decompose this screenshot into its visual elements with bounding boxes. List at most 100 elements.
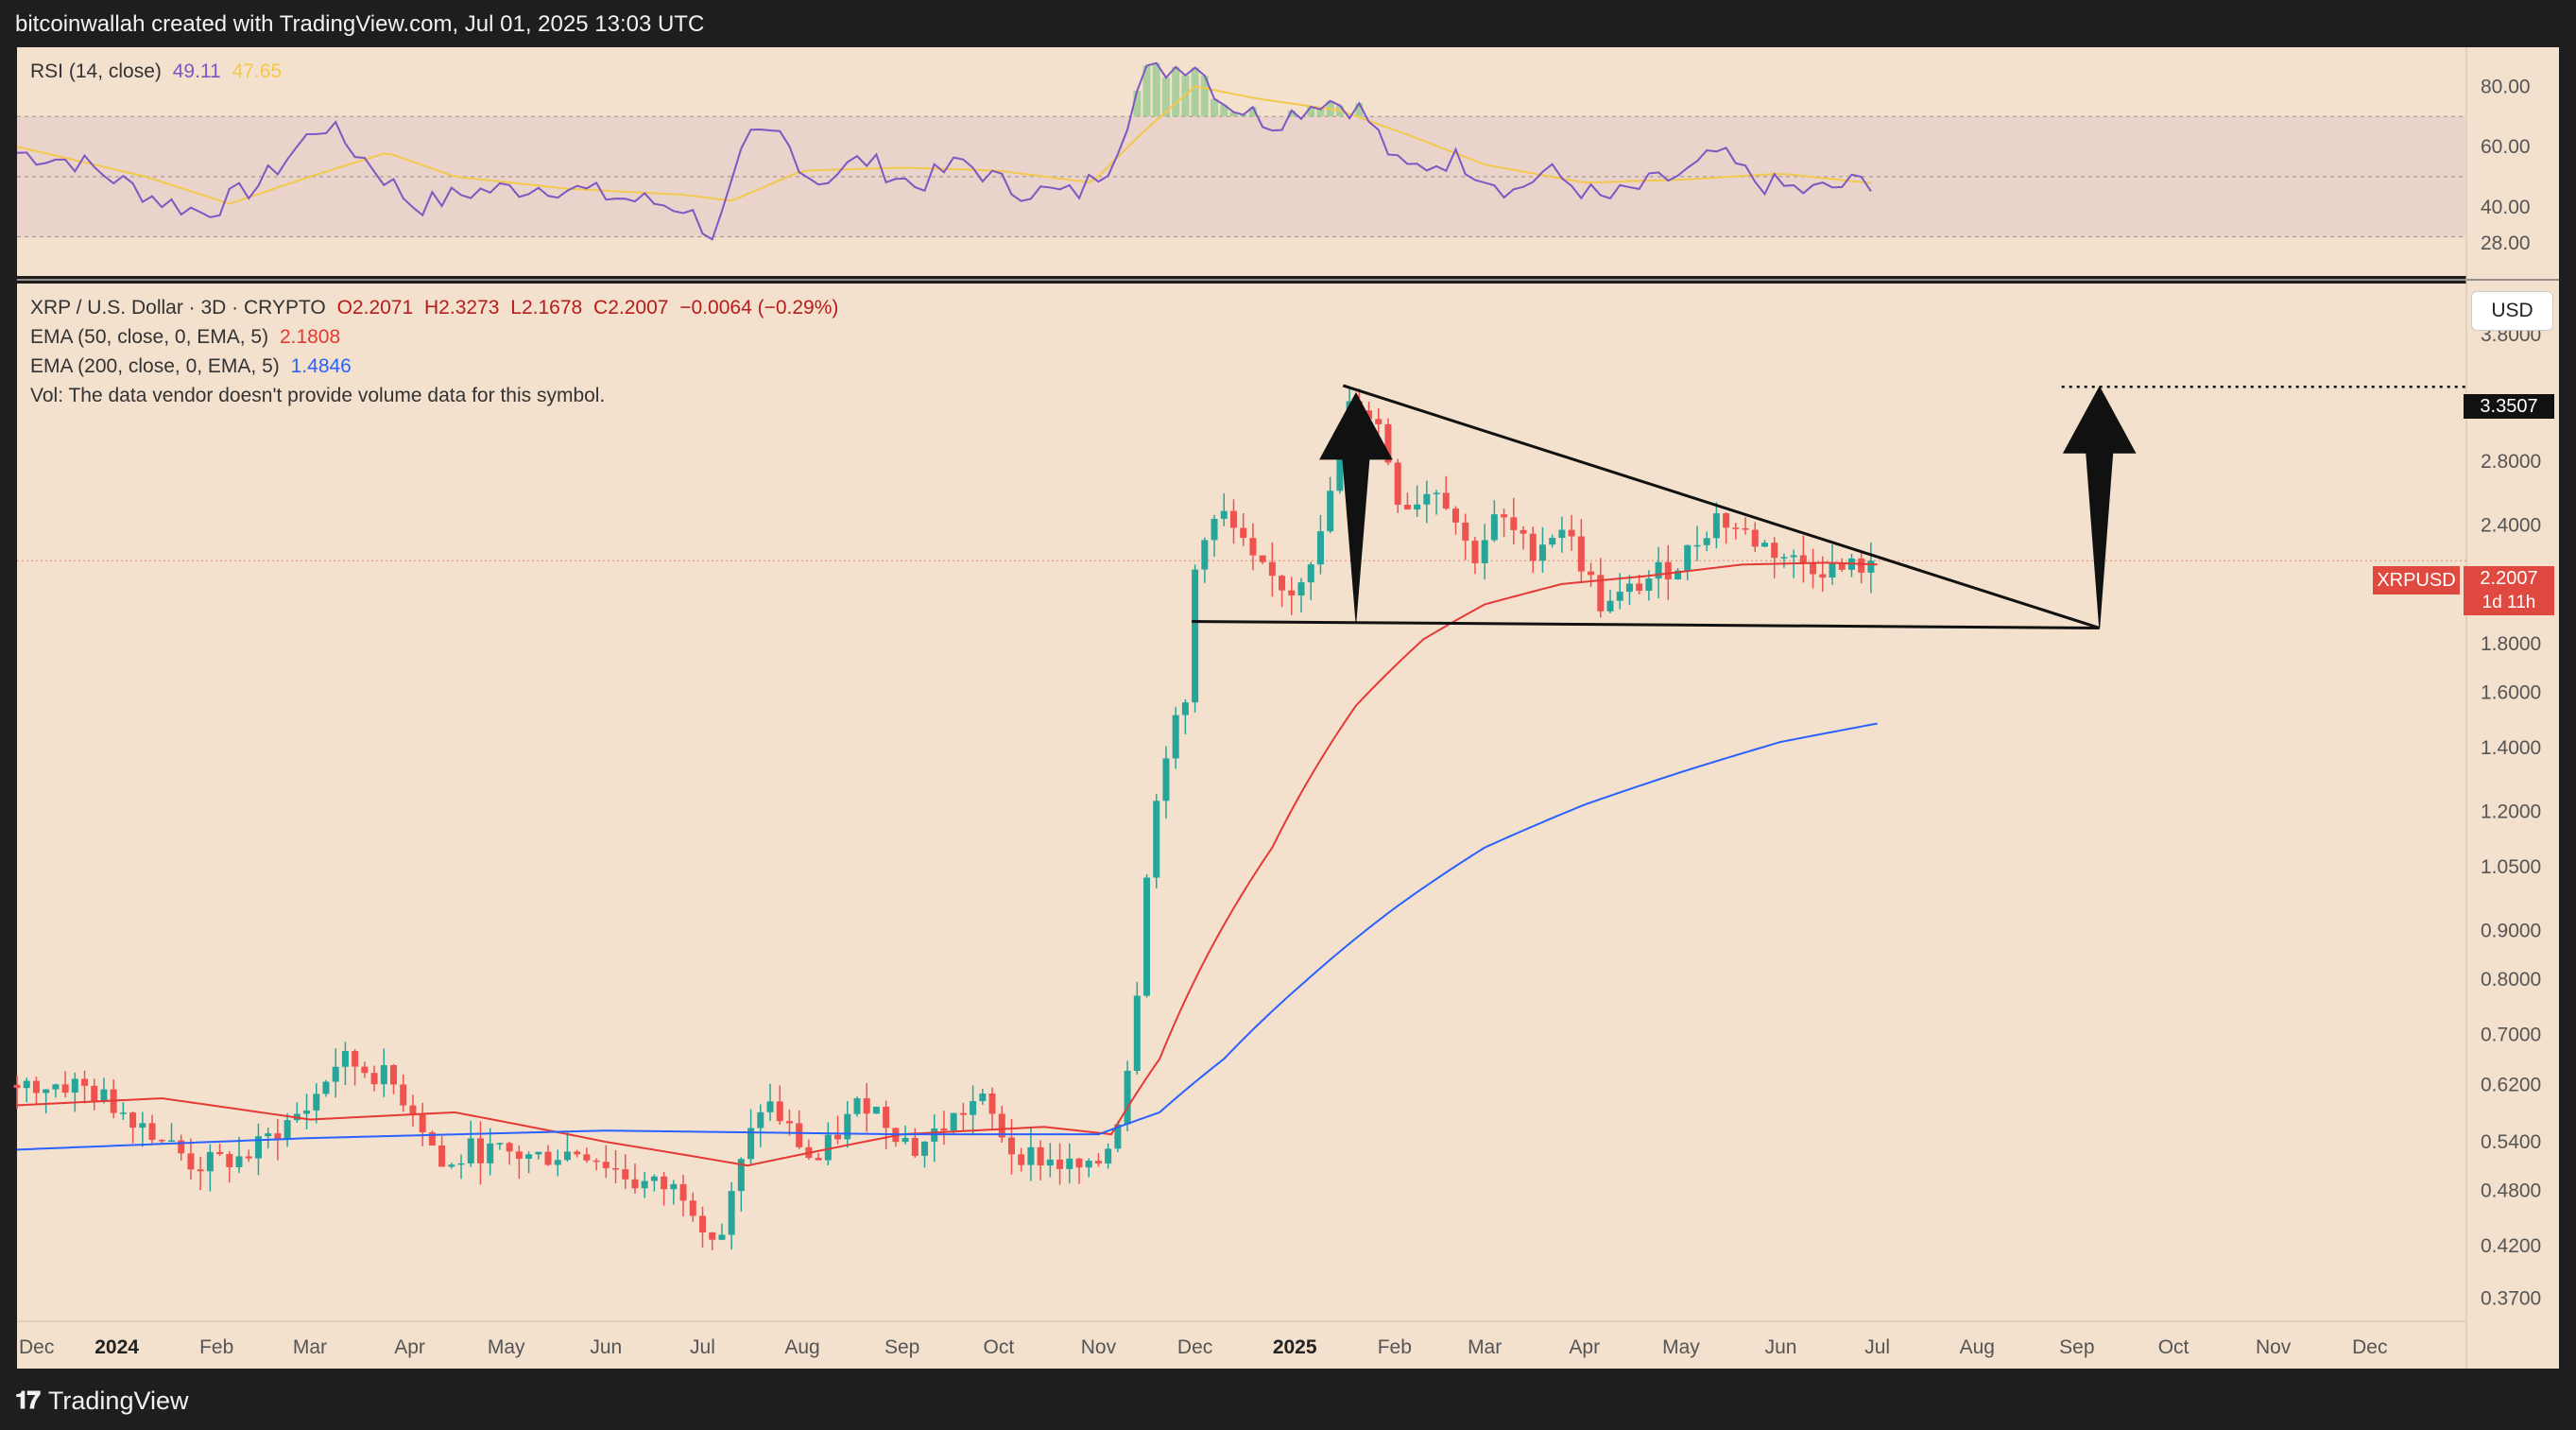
candle-body: [1490, 514, 1498, 541]
candle-body: [1201, 540, 1209, 570]
time-tick-label: Dec: [1177, 1336, 1212, 1358]
candle-body: [583, 1154, 591, 1161]
candle-body: [61, 1084, 69, 1094]
ema50-label: EMA (50, close, 0, EMA, 5): [30, 326, 269, 348]
candle-body: [81, 1078, 89, 1086]
candle-body: [1143, 877, 1151, 996]
candle-body: [1018, 1154, 1025, 1165]
candle-body: [911, 1137, 919, 1156]
candle-body: [71, 1078, 78, 1094]
candle-body: [187, 1153, 195, 1170]
candle-body: [747, 1128, 755, 1160]
candle-body: [535, 1151, 542, 1155]
candle-body: [1037, 1146, 1044, 1166]
candle-body: [1046, 1159, 1054, 1166]
ema50-legend: EMA (50, close, 0, EMA, 5) 2.1808: [30, 326, 346, 349]
symbol-tag-label: XRPUSD: [2377, 569, 2456, 591]
candle-body: [1433, 492, 1440, 494]
candle-body: [1153, 801, 1160, 878]
candle-body: [476, 1138, 484, 1163]
candle-body: [1288, 590, 1296, 596]
price-tick-label: 0.7000: [2481, 1025, 2541, 1046]
lower-trendline: [1192, 620, 2100, 629]
candle-body: [883, 1106, 890, 1128]
candle-body: [1588, 571, 1595, 576]
tradingview-brand[interactable]: 𝟏𝟕 TradingView: [15, 1386, 189, 1416]
candle-body: [1172, 715, 1179, 759]
upper-trendline: [1342, 384, 2101, 629]
volume-note: Vol: The data vendor doesn't provide vol…: [30, 385, 610, 407]
rsi-legend: RSI (14, close) 49.11 47.65: [30, 60, 287, 83]
candle-body: [167, 1140, 175, 1143]
time-tick-label: Dec: [19, 1336, 54, 1358]
candle-body: [515, 1151, 523, 1160]
rsi-tick-label: 40.00: [2481, 197, 2531, 218]
candle-body: [235, 1156, 243, 1168]
candle-body: [1538, 544, 1546, 561]
time-tick-label: May: [488, 1336, 525, 1358]
candle-body: [1732, 527, 1740, 529]
candle-body: [1636, 583, 1643, 592]
price-tick-label: 0.6200: [2481, 1075, 2541, 1096]
ema200-label: EMA (200, close, 0, EMA, 5): [30, 355, 280, 377]
candle-body: [1751, 529, 1759, 547]
candle-body: [226, 1154, 233, 1168]
symbol-title: XRP / U.S. Dollar · 3D · CRYPTO: [30, 297, 326, 319]
candle-body: [979, 1093, 987, 1102]
candle-body: [796, 1123, 803, 1147]
candle-body: [1674, 570, 1682, 580]
candle-body: [1007, 1137, 1015, 1155]
candle-body: [1056, 1159, 1064, 1169]
candle-body: [1693, 544, 1701, 547]
ema200-line: [16, 722, 1878, 1151]
candle-body: [1558, 529, 1566, 539]
candle-body: [1481, 540, 1488, 563]
candle-body: [950, 1112, 957, 1131]
candle-body: [544, 1151, 552, 1165]
candle-body: [303, 1110, 311, 1114]
candle-body: [322, 1081, 330, 1094]
rsi-value: 49.11: [172, 60, 221, 82]
candle-body: [1568, 529, 1575, 537]
candle-body: [390, 1064, 398, 1085]
attribution-text: bitcoinwallah created with TradingView.c…: [15, 11, 705, 37]
candle-body: [1549, 538, 1556, 545]
price-tick-label: 1.4000: [2481, 737, 2541, 759]
ema50-line: [16, 561, 1878, 1167]
candle-body: [1771, 543, 1778, 559]
candle-body: [959, 1112, 967, 1115]
candle-body: [1616, 592, 1623, 601]
candle-body: [970, 1101, 977, 1115]
candle-body: [487, 1143, 494, 1163]
candle-body: [563, 1151, 571, 1161]
candle-body: [1297, 582, 1305, 596]
ema200-legend: EMA (200, close, 0, EMA, 5) 1.4846: [30, 355, 357, 378]
candle-body: [1867, 560, 1875, 573]
candle-body: [274, 1133, 282, 1140]
candle-body: [1220, 510, 1228, 519]
symbol-legend: XRP / U.S. Dollar · 3D · CRYPTO O2.2071 …: [30, 297, 844, 319]
candle-body: [467, 1138, 474, 1163]
price-axis-bg: [2466, 47, 2559, 1369]
candle-body: [1664, 561, 1672, 580]
candle-body: [1858, 558, 1865, 573]
candle-body: [1471, 541, 1479, 563]
candle-body: [409, 1105, 417, 1115]
candle-body: [158, 1140, 165, 1142]
candle-body: [100, 1089, 108, 1102]
rsi-title: RSI (14, close): [30, 60, 162, 82]
time-tick-label: Aug: [1960, 1336, 1995, 1358]
candle-body: [679, 1183, 687, 1201]
candle-body: [1259, 555, 1266, 562]
candle-body: [1162, 758, 1170, 801]
time-tick-label: 2025: [1273, 1336, 1317, 1358]
candle-body: [785, 1121, 793, 1124]
candle-body: [419, 1114, 426, 1133]
rsi-tick-label: 80.00: [2481, 76, 2531, 97]
rsi-tick-label: 28.00: [2481, 233, 2531, 254]
time-tick-label: Mar: [1468, 1336, 1502, 1358]
currency-button[interactable]: USD: [2471, 291, 2553, 331]
candle-body: [32, 1080, 40, 1094]
candle-body: [1105, 1148, 1112, 1164]
